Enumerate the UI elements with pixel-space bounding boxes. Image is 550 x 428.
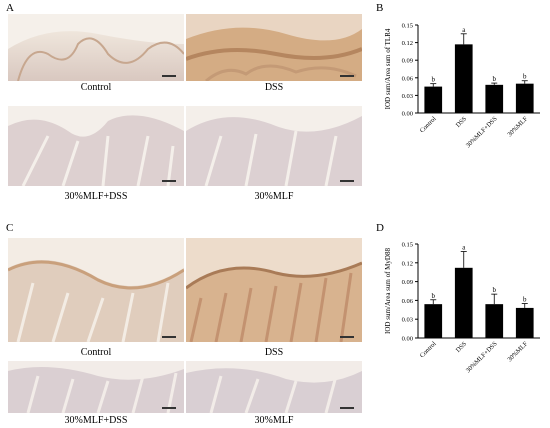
scale-bar — [340, 336, 354, 338]
bar — [454, 44, 473, 113]
bar-chart-myd88: 0.00 0.03 0.06 0.09 0.12 0.15 IOD sum/Area sum… — [384, 242, 540, 374]
x-tick-label: 30%MLF — [506, 340, 529, 363]
y-tick-label: 0.06 — [402, 298, 414, 305]
micrograph-control-a — [8, 14, 184, 81]
y-tick-label: 0.09 — [402, 58, 413, 65]
x-tick-label: DSS — [455, 340, 469, 354]
caption-control-a: Control — [80, 82, 112, 93]
y-tick-label: 0.03 — [402, 93, 413, 100]
significance-letter: b — [493, 286, 497, 294]
panel-letter-d: D — [376, 222, 384, 234]
micrograph-dss-a — [186, 14, 362, 81]
significance-letter: b — [432, 292, 436, 300]
y-axis-label: IOD sum/Area sum of MyD88 — [384, 248, 392, 334]
caption-mlf-c: 30%MLF — [254, 415, 294, 426]
bar — [485, 84, 504, 113]
micrograph-mlf-a — [186, 106, 362, 186]
bar-chart-tlr4: 0.00 0.03 0.06 0.09 0.12 0.15 IOD sum/Area sum… — [384, 23, 540, 149]
caption-mlf-a: 30%MLF — [254, 191, 294, 202]
caption-dss-c: DSS — [264, 347, 284, 358]
caption-control-c: Control — [80, 347, 112, 358]
scale-bar — [162, 336, 176, 338]
micrograph-mlf-c — [186, 361, 362, 413]
caption-mlf-dss-c: 30%MLF+DSS — [64, 415, 128, 426]
bar — [515, 83, 534, 113]
y-tick-label: 0.00 — [402, 336, 413, 343]
significance-letter: b — [432, 76, 436, 84]
x-tick-label: 30%MLF — [506, 115, 529, 138]
scale-bar — [340, 180, 354, 182]
y-axis-label: IOD sum/Area sum of TLR4 — [384, 28, 392, 109]
y-tick-label: 0.12 — [402, 40, 413, 47]
panel-letter-b: B — [376, 2, 384, 14]
bar — [454, 267, 473, 338]
significance-letter: b — [523, 296, 527, 304]
scale-bar — [340, 407, 354, 409]
significance-letter: a — [462, 244, 466, 252]
significance-letter: a — [462, 26, 466, 34]
scale-bar — [162, 75, 176, 77]
y-tick-label: 0.15 — [402, 242, 413, 249]
micrograph-mlf-dss-a — [8, 106, 184, 186]
y-tick-label: 0.12 — [402, 260, 413, 267]
bar — [485, 304, 504, 338]
micrograph-control-c — [8, 238, 184, 342]
x-tick-label: Control — [419, 115, 438, 134]
micrograph-dss-c — [186, 238, 362, 342]
bar — [424, 86, 443, 113]
caption-dss-a: DSS — [264, 82, 284, 93]
bar — [424, 304, 443, 338]
y-tick-label: 0.03 — [402, 317, 413, 324]
micrograph-mlf-dss-c — [8, 361, 184, 413]
x-tick-label: 30%MLF+DSS — [465, 340, 499, 374]
scale-bar — [340, 75, 354, 77]
y-tick-label: 0.00 — [402, 111, 413, 118]
panel-letter-a: A — [6, 2, 14, 14]
caption-mlf-dss-a: 30%MLF+DSS — [64, 191, 128, 202]
panel-letter-c: C — [6, 222, 14, 234]
bar — [515, 307, 534, 338]
y-tick-label: 0.09 — [402, 279, 413, 286]
y-tick-label: 0.06 — [402, 75, 414, 82]
x-tick-label: DSS — [455, 115, 469, 129]
x-tick-label: Control — [419, 340, 438, 359]
scale-bar — [162, 180, 176, 182]
significance-letter: b — [523, 73, 527, 81]
significance-letter: b — [493, 75, 497, 83]
y-tick-label: 0.15 — [402, 23, 413, 30]
x-tick-label: 30%MLF+DSS — [465, 115, 499, 149]
scale-bar — [162, 407, 176, 409]
